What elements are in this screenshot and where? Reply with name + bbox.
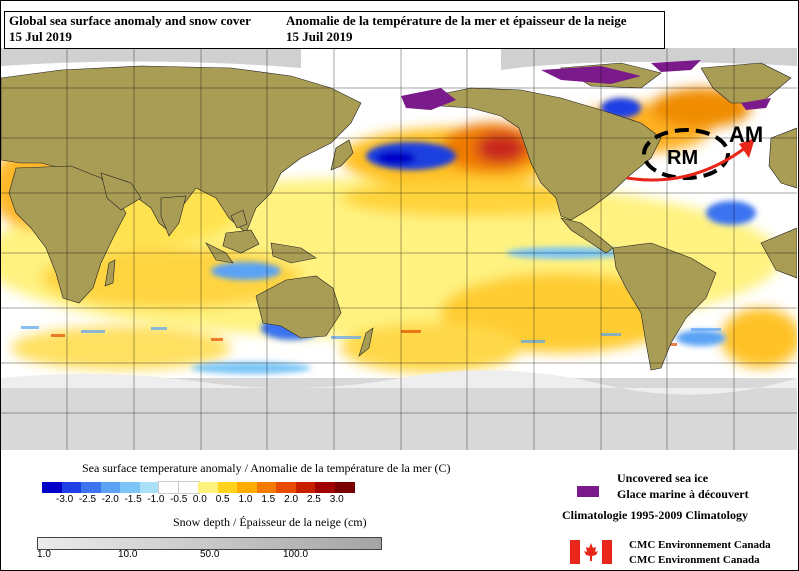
sst-swatch [276,482,296,493]
sst-tick-label: -2.0 [101,494,119,505]
sst-swatch [256,482,277,493]
annotation-arrow [626,146,746,182]
agency-en: CMC Environment Canada [629,554,760,566]
sst-swatch [61,482,82,493]
sst-tick-label: 1.0 [238,494,253,505]
date-en: 15 Jul 2019 [9,29,72,44]
sst-swatch [217,482,238,493]
sst-swatch [42,482,62,493]
snow-tick-label: 50.0 [200,549,220,560]
india [160,195,187,237]
sst-swatch [139,482,160,493]
sst-swatch [81,482,101,493]
sst-swatch [237,482,257,493]
agency-fr: CMC Environnement Canada [629,539,771,551]
title-en: Global sea surface anomaly and snow cove… [9,13,251,28]
sst-swatch [177,481,200,494]
sst-tick-label: -1.0 [147,494,165,505]
snow-legend-title: Snow depth / Épaisseur de la neige (cm) [173,515,367,529]
sst-tick-label: 2.5 [306,494,321,505]
sst-swatch [120,482,140,493]
uncovered-sea-ice [401,60,771,110]
ice-label-fr: Glace marine à découvert [617,487,749,501]
central-america [560,217,614,254]
snow-tick-label: 1.0 [37,549,51,560]
sst-swatch [100,482,121,493]
title-fr: Anomalie de la température de la mer et … [286,13,627,28]
sst-anomaly-field [1,88,797,373]
rm-dashed-ellipse [642,128,730,180]
madagascar [104,259,116,287]
ice-label-en: Uncovered sea ice [617,471,709,485]
australia [255,275,342,339]
philippines [230,209,248,229]
sst-tick-label: -3.0 [56,494,74,505]
climatology-label: Climatologie 1995-2009 Climatology [562,508,748,522]
europe-west [768,127,797,189]
snow-depth-scale [37,537,382,550]
date-fr: 15 Juil 2019 [286,29,353,44]
annotation-arrowhead [739,138,755,158]
new-zealand [358,327,374,357]
sst-swatch [158,481,180,494]
arctic-snow [1,48,301,68]
south-america [612,242,717,371]
sst-tick-label: -0.5 [170,494,188,505]
canada-flag-icon [570,540,612,564]
japan [330,139,354,171]
sst-swatch [295,482,316,493]
arabia [100,172,142,211]
sst-tick-label: 2.0 [284,494,299,505]
sst-tick-label: 1.5 [261,494,276,505]
sea-ice-swatch [577,486,599,497]
sst-tick-label: -2.5 [78,494,97,505]
title-box: Global sea surface anomaly and snow cove… [4,11,665,49]
sst-legend-title: Sea surface temperature anomaly / Anomal… [82,461,451,475]
sst-tick-label: 0.0 [192,494,207,505]
sst-swatch [198,482,218,493]
am-label: AM [729,122,763,147]
rm-label: RM [667,147,698,169]
sst-anomaly-map: RM AM [1,48,797,450]
sst-swatch [315,482,335,493]
borneo [222,229,260,254]
snow-tick-label: 100.0 [283,549,309,560]
sst-tick-label: 3.0 [329,494,344,505]
snow-tick-label: 10.0 [118,549,138,560]
sst-tick-label: 0.5 [215,494,230,505]
graticule [1,48,797,450]
sst-swatch [334,482,355,493]
sst-tick-label: -1.5 [124,494,142,505]
